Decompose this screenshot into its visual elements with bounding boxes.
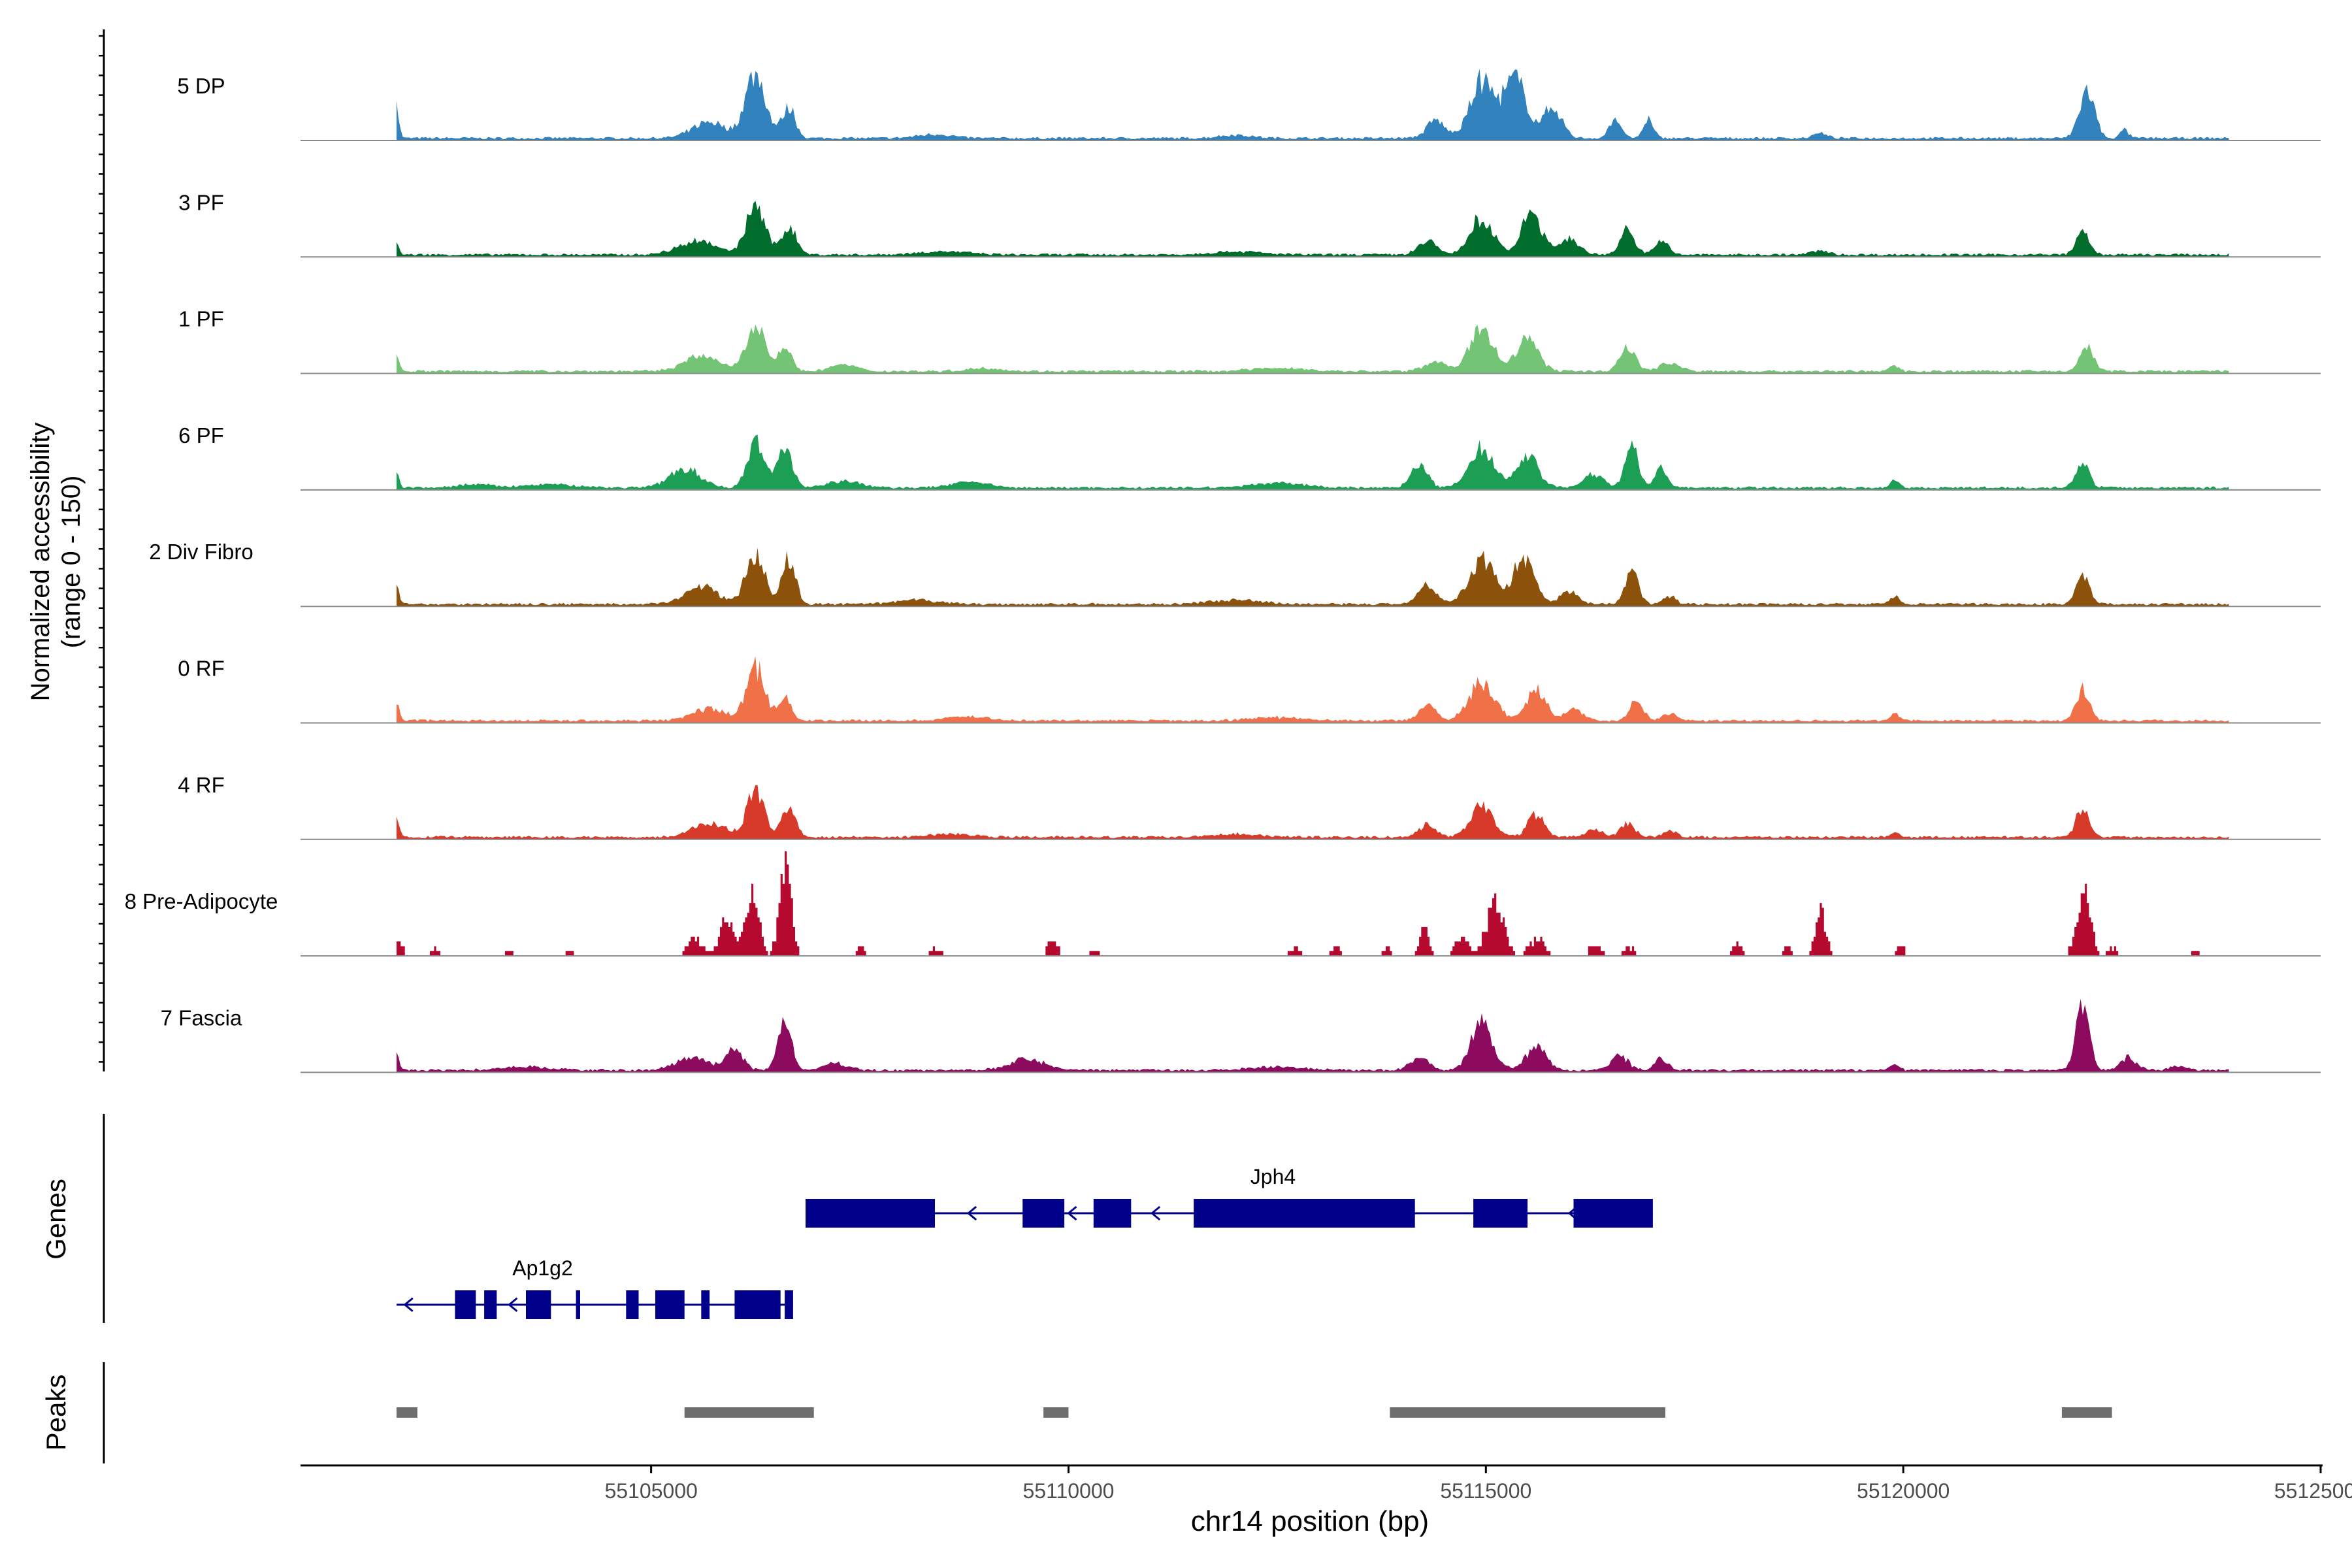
strand-arrow (1567, 1205, 1578, 1221)
track-2: 3 PF (178, 190, 2321, 258)
track-8: 8 Pre-Adipocyte (125, 851, 2321, 957)
gene-exon (785, 1290, 793, 1319)
y-axis-title-line2: (range 0 - 150) (57, 476, 86, 649)
gene-exon (1093, 1199, 1132, 1228)
gene-exon (576, 1290, 580, 1319)
track-label: 5 DP (177, 74, 225, 98)
gene-exon (1573, 1199, 1653, 1228)
x-tick-label: 55125000 (2274, 1479, 2352, 1503)
track-label: 6 PF (178, 423, 224, 448)
coverage-area (396, 547, 2229, 607)
peak-region (2061, 1407, 2112, 1418)
coverage-tracks: 5 DP 3 PF 1 PF 6 PF 2 Div Fibro 0 RF 4 RF 8 Pre… (125, 69, 2321, 1073)
peak-region (684, 1407, 814, 1418)
gene-exon (626, 1290, 639, 1319)
strand-arrow (966, 1205, 977, 1221)
track-7: 4 RF (178, 773, 2321, 840)
x-tick-label: 55120000 (1857, 1479, 1950, 1503)
gene-exon (484, 1290, 497, 1319)
track-label: 7 Fascia (161, 1005, 242, 1030)
peak-region (1390, 1407, 1665, 1418)
genes-panel-title: Genes (41, 1179, 71, 1260)
coverage-area (396, 656, 2229, 723)
x-axis-title: chr14 position (bp) (1191, 1505, 1429, 1537)
gene-exon (1194, 1199, 1415, 1228)
coverage-area (396, 69, 2229, 140)
coverage-area (396, 785, 2229, 840)
gene-label: Jph4 (1250, 1165, 1296, 1188)
coverage-area (396, 324, 2229, 374)
peak-region (1043, 1407, 1069, 1418)
gene-exon (1022, 1199, 1065, 1228)
track-4: 6 PF (178, 423, 2321, 491)
strand-arrow (403, 1297, 414, 1313)
peak-region (396, 1407, 417, 1418)
gene-annotations: Jph4 Ap1g2 (396, 1165, 1653, 1319)
strand-arrow (1067, 1205, 1077, 1221)
x-tick-label: 55115000 (1440, 1479, 1531, 1503)
peaks-panel-title: Peaks (41, 1375, 71, 1451)
gene-exon (455, 1290, 476, 1319)
strand-arrow (1150, 1205, 1161, 1221)
gene-exon (655, 1290, 685, 1319)
y-axis-title-line1: Normalized accessibility (26, 423, 55, 702)
coverage-area (396, 201, 2229, 257)
peak-regions (396, 1407, 2112, 1418)
track-label: 1 PF (178, 307, 224, 331)
strand-arrow (1480, 1205, 1490, 1221)
gene-exon (734, 1290, 781, 1319)
track-6: 0 RF (178, 656, 2321, 724)
x-tick-label: 55105000 (604, 1479, 697, 1503)
gene-jph4: Jph4 (806, 1165, 1653, 1228)
track-label: 4 RF (178, 773, 225, 797)
track-label: 3 PF (178, 190, 224, 214)
x-tick-label: 55110000 (1022, 1479, 1114, 1503)
track-1: 5 DP (177, 69, 2321, 141)
gene-exon (806, 1199, 935, 1228)
track-3: 1 PF (178, 307, 2321, 374)
track-5: 2 Div Fibro (149, 540, 2321, 608)
track-label: 2 Div Fibro (149, 540, 253, 564)
track-9: 7 Fascia (161, 998, 2321, 1073)
gene-exon (526, 1290, 551, 1319)
gene-exon (701, 1290, 710, 1319)
strand-arrow (508, 1297, 518, 1313)
coverage-y-ticks (99, 35, 104, 1063)
track-label: 0 RF (178, 657, 225, 681)
track-label: 8 Pre-Adipocyte (125, 889, 278, 913)
gene-label: Ap1g2 (512, 1256, 573, 1280)
gene-ap1g2: Ap1g2 (396, 1256, 793, 1319)
x-axis-ticks: 55105000 55110000 55115000 55120000 55125000 (604, 1465, 2352, 1503)
coverage-area (396, 434, 2229, 490)
